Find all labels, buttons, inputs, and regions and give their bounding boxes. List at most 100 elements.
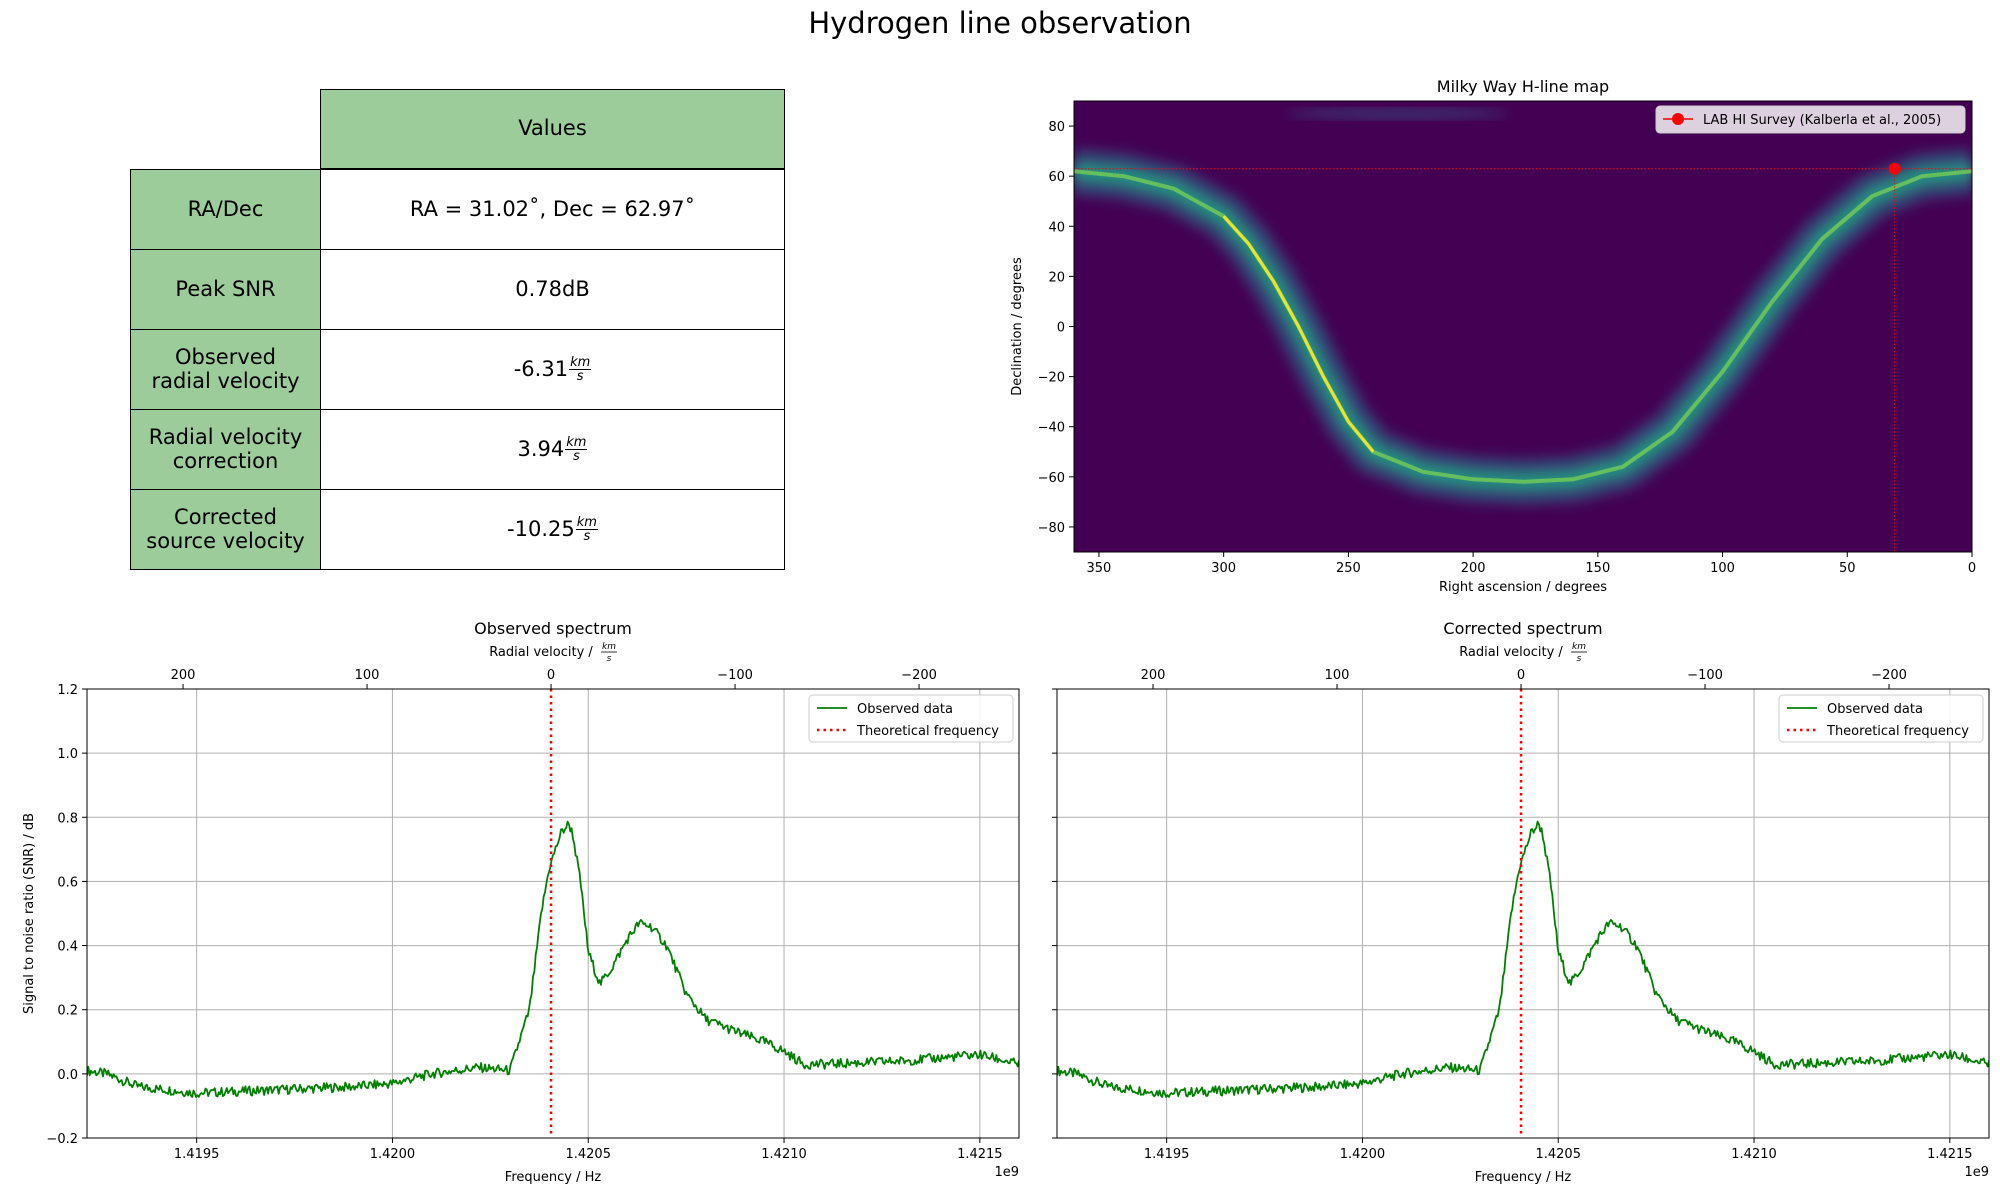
map-ytick-label: 60 [1048,170,1065,185]
map-xtick-label: 50 [1839,561,1856,576]
corrected-top-xtick-label: −200 [1871,668,1907,683]
corrected-legend-label-observed: Observed data [1827,702,1923,717]
observed-ytick-label: 0.4 [57,940,78,955]
observed-legend: Observed data Theoretical frequency [808,694,1014,743]
map-xtick-label: 350 [1087,561,1112,576]
observed-top-xlabel: Radial velocity / [489,645,593,660]
observed-ylabel: Signal to noise ratio (SNR) / dB [22,813,37,1014]
map-xtick-label: 300 [1211,561,1236,576]
corrected-top-xtick-label: 200 [1141,668,1166,683]
galactic-plane-bright [1222,215,1375,453]
corrected-xtick-label: 1.4210 [1731,1147,1777,1162]
unit-fraction: km s [565,435,588,464]
observed-ytick-label: −0.2 [46,1132,78,1147]
observed-top-xtick-label: −100 [717,668,753,683]
map-ytick-label: −80 [1038,521,1065,536]
table-row-value: -6.31 km s [320,329,785,410]
observed-top-xtick-label: 100 [355,668,380,683]
observed-plot-area [87,820,1019,1098]
corrected-top-xlabel: Radial velocity / [1459,645,1563,660]
corrected-title: Corrected spectrum [1443,619,1602,638]
observed-top-xtick-label: −200 [901,668,937,683]
table-row-label-text: RA/Dec [187,196,264,221]
corrected-legend-box [1778,694,1984,743]
observed-legend-label-theoretical: Theoretical frequency [856,724,999,739]
corrected-frame [1056,688,1990,1139]
observed-series-observed-data [87,820,1019,1098]
observed-title: Observed spectrum [474,619,632,638]
observed-legend-label-observed: Observed data [857,702,953,717]
table-row-value: 3.94 km s [320,409,785,490]
faint-feature [1288,108,1509,119]
map-xlabel: Right ascension / degrees [1439,580,1607,595]
observed-ytick-label: 1.0 [57,747,78,762]
map-xtick-label: 150 [1585,561,1610,576]
table-row-label: Observed radial velocity [130,329,321,410]
map-ylabel: Declination / degrees [1010,257,1025,396]
corrected-xtick-label: 1.4195 [1144,1147,1190,1162]
corrected-plot-area [1057,820,1989,1098]
table-row-label: Radial velocity correction [130,409,321,490]
table-row-value-text: 0.78dB [515,276,590,301]
observed-frame [86,688,1020,1139]
map-content [1074,108,1972,552]
table-row-value-text: -10.25 [507,516,575,541]
observed-top-xtick-label: 200 [171,668,196,683]
observed-ytick-label: 0.0 [57,1068,78,1083]
corrected-top-xtick-label: −100 [1687,668,1723,683]
table-row-label-text: Peak SNR [175,276,276,301]
table-row-value: -10.25 km s [320,489,785,570]
observed-top-unit-num: km [602,642,616,652]
map-legend-marker [1672,113,1684,125]
unit-fraction: km s [575,515,598,544]
table-row-value: 0.78dB [320,249,785,330]
observed-ytick-label: 0.6 [57,875,78,890]
corrected-xtick-label: 1.4215 [1927,1147,1973,1162]
map-title: Milky Way H-line map [1437,77,1609,96]
observed-xlabel: Frequency / Hz [505,1170,602,1185]
map-ytick-label: −40 [1038,421,1065,436]
observed-ytick-label: 0.2 [57,1004,78,1019]
table-row-value: RA = 31.02˚, Dec = 62.97˚ [320,169,785,250]
map-ytick-label: 0 [1057,321,1065,336]
table-header-label: Values [518,116,587,141]
corrected-legend-label-theoretical: Theoretical frequency [1826,724,1969,739]
map-ytick-label: −20 [1038,371,1065,386]
table-row-label: Corrected source velocity [130,489,321,570]
corrected-xlabel: Frequency / Hz [1475,1170,1572,1185]
observed-xtick-label: 1.4205 [565,1147,611,1162]
map-legend-box [1655,105,1966,134]
table-header-values: Values [320,89,785,169]
observed-top-xtick-label: 0 [547,668,555,683]
table-row-label-text: Corrected source velocity [146,505,305,553]
corrected-xtick-label: 1.4205 [1535,1147,1581,1162]
observed-top-unit-den: s [607,654,612,664]
map-xtick-label: 0 [1968,561,1976,576]
figure-title: Hydrogen line observation [808,6,1192,40]
observed-ytick-label: 1.2 [57,683,78,698]
map-xtick-label: 100 [1710,561,1735,576]
table-row-label-text: Observed radial velocity [151,345,300,393]
observed-xtick-label: 1.4200 [370,1147,416,1162]
corrected-top-unit-den: s [1577,654,1582,664]
corrected-top-unit-num: km [1572,642,1586,652]
corrected-series-observed-data [1057,820,1989,1098]
observed-x-offset: 1e9 [994,1165,1019,1180]
map-legend-label: LAB HI Survey (Kalberla et al., 2005) [1703,113,1941,128]
map-ytick-label: 40 [1048,220,1065,235]
observed-xtick-label: 1.4210 [761,1147,807,1162]
table-row-value-text: RA = 31.02˚, Dec = 62.97˚ [409,196,696,221]
unit-fraction: km s [569,355,592,384]
table-row-value-text: -6.31 [513,356,569,381]
map-legend: LAB HI Survey (Kalberla et al., 2005) [1655,105,1966,134]
corrected-x-offset: 1e9 [1964,1165,1989,1180]
observed-xtick-label: 1.4215 [957,1147,1003,1162]
marker-point [1888,162,1901,175]
map-ytick-label: −60 [1038,471,1065,486]
corrected-top-xtick-label: 0 [1517,668,1525,683]
observed-xtick-label: 1.4195 [174,1147,220,1162]
table-row-value-text: 3.94 [517,436,565,461]
